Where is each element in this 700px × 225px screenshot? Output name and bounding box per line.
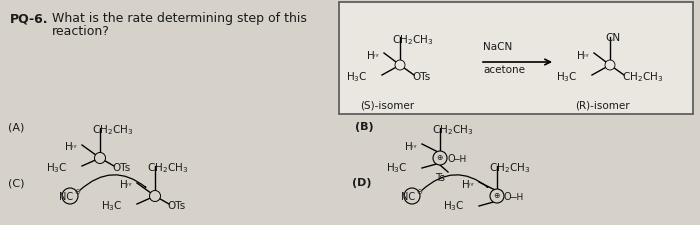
Text: H$_3$C: H$_3$C [346, 70, 368, 84]
Text: (R)-isomer: (R)-isomer [575, 100, 629, 110]
FancyArrowPatch shape [80, 175, 146, 190]
Circle shape [404, 188, 420, 204]
Text: H$_{\sf{'''}}$: H$_{\sf{'''}}$ [119, 179, 133, 189]
Text: H$_3$C: H$_3$C [46, 161, 68, 175]
Text: CH$_2$CH$_3$: CH$_2$CH$_3$ [92, 123, 133, 137]
Text: reaction?: reaction? [52, 25, 110, 38]
Text: $\ominus$: $\ominus$ [416, 187, 423, 196]
Text: CH$_2$CH$_3$: CH$_2$CH$_3$ [432, 123, 473, 137]
Text: CH$_2$CH$_3$: CH$_2$CH$_3$ [392, 33, 433, 47]
Text: $\oplus$: $\oplus$ [436, 153, 444, 162]
Text: O: O [447, 154, 454, 164]
Circle shape [433, 151, 447, 165]
Text: H$_3$C: H$_3$C [556, 70, 578, 84]
Text: (B): (B) [355, 122, 374, 132]
FancyArrowPatch shape [422, 175, 488, 190]
Text: H$_3$C: H$_3$C [386, 161, 408, 175]
Text: (A): (A) [8, 122, 25, 132]
Text: OTs: OTs [412, 72, 430, 82]
Text: H$_3$C: H$_3$C [102, 199, 123, 213]
Circle shape [62, 188, 78, 204]
Text: (C): (C) [8, 178, 25, 188]
Text: CH$_2$CH$_3$: CH$_2$CH$_3$ [489, 161, 531, 175]
Text: H$_{\sf{'''}}$: H$_{\sf{'''}}$ [576, 50, 590, 60]
Circle shape [605, 60, 615, 70]
Text: −H: −H [452, 155, 466, 164]
Text: NC: NC [401, 192, 415, 202]
FancyBboxPatch shape [339, 2, 693, 114]
Text: OTs: OTs [112, 163, 130, 173]
Text: H$_{\sf{'''}}$: H$_{\sf{'''}}$ [404, 141, 418, 151]
Text: CH$_2$CH$_3$: CH$_2$CH$_3$ [622, 70, 664, 84]
Text: H$_3$C: H$_3$C [443, 199, 465, 213]
Text: CH$_2$CH$_3$: CH$_2$CH$_3$ [147, 161, 188, 175]
Text: NC: NC [59, 192, 73, 202]
Text: H$_{\sf{'''}}$: H$_{\sf{'''}}$ [64, 141, 78, 151]
Text: −H: −H [509, 193, 524, 202]
Circle shape [395, 60, 405, 70]
Text: CN: CN [605, 33, 620, 43]
Text: OTs: OTs [167, 201, 186, 211]
Text: (S)-isomer: (S)-isomer [360, 100, 414, 110]
Text: O: O [504, 192, 512, 202]
Text: Ts: Ts [435, 173, 445, 183]
Circle shape [94, 153, 106, 164]
Text: PQ-6.: PQ-6. [10, 12, 48, 25]
Circle shape [150, 191, 160, 202]
Text: $\oplus$: $\oplus$ [494, 191, 500, 200]
Text: What is the rate determining step of this: What is the rate determining step of thi… [52, 12, 307, 25]
Circle shape [490, 189, 504, 203]
Text: NaCN: NaCN [483, 42, 512, 52]
Text: (D): (D) [352, 178, 372, 188]
Text: acetone: acetone [483, 65, 525, 75]
Text: $\ominus$: $\ominus$ [74, 187, 81, 196]
Text: H$_{\sf{'''}}$: H$_{\sf{'''}}$ [366, 50, 380, 60]
Text: H$_{\sf{'''}}$: H$_{\sf{'''}}$ [461, 179, 475, 189]
